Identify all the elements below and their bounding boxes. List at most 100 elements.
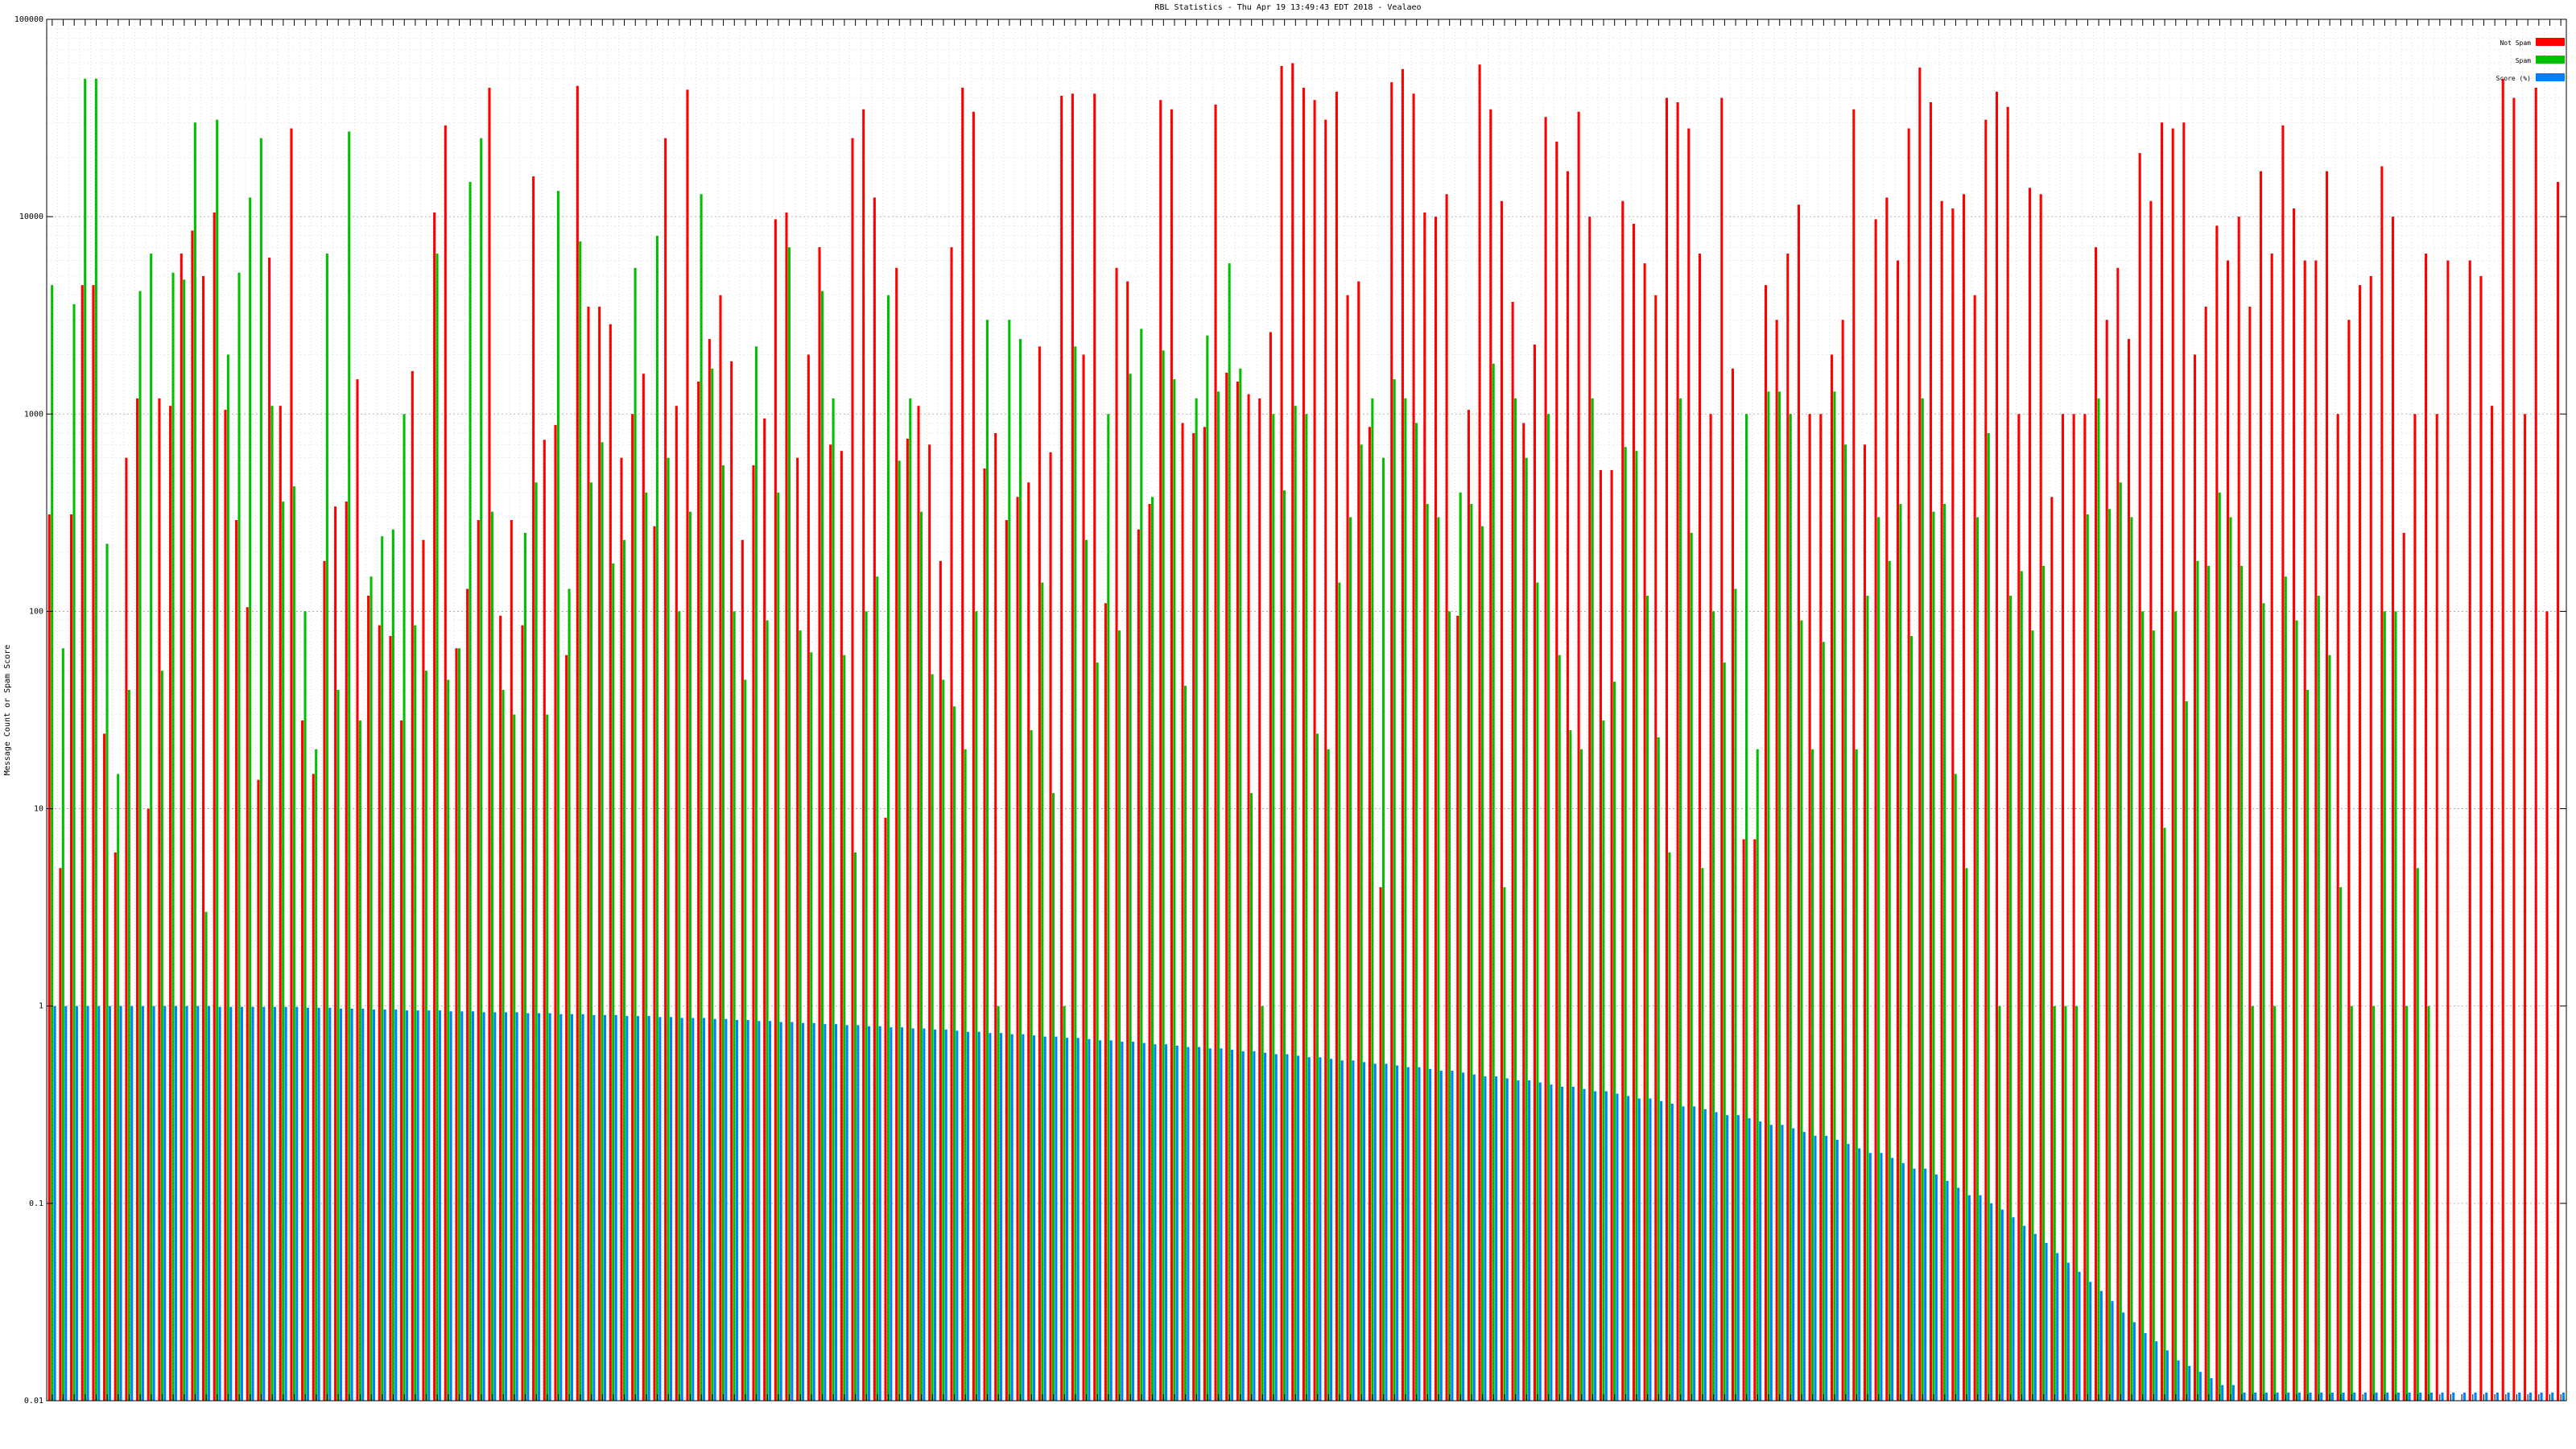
bar-spam	[1558, 654, 1561, 1401]
bar-spam	[2427, 1005, 2430, 1401]
bar-score	[394, 1009, 398, 1401]
bar-score	[658, 1017, 662, 1401]
bar-score	[262, 1006, 266, 1401]
bar-not-spam	[411, 370, 414, 1401]
bar-score	[1319, 1057, 1322, 1401]
bar-score	[2396, 1392, 2400, 1401]
bar-spam	[2020, 571, 2023, 1401]
bar-score	[2287, 1392, 2290, 1401]
bar-score	[196, 1005, 200, 1401]
bar-score	[1649, 1098, 1652, 1401]
bar-score	[2474, 1392, 2477, 1401]
bar-not-spam	[1852, 109, 1856, 1402]
bar-score	[1990, 1203, 1993, 1401]
bar-not-spam	[2413, 414, 2417, 1402]
bar-spam	[1393, 379, 1396, 1402]
bar-spam	[853, 852, 857, 1401]
bar-score	[812, 1022, 815, 1401]
bar-not-spam	[1115, 267, 1118, 1402]
bar-score	[1891, 1158, 1894, 1401]
bar-score	[2342, 1392, 2345, 1401]
bar-score	[2045, 1243, 2048, 1401]
bar-not-spam	[1478, 64, 1481, 1402]
bar-spam	[931, 674, 934, 1401]
bar-spam	[1305, 414, 1308, 1402]
bar-score	[768, 1021, 772, 1401]
bar-not-spam	[565, 654, 568, 1401]
bar-not-spam	[1181, 423, 1184, 1401]
bar-not-spam	[1676, 102, 1679, 1401]
bar-score	[350, 1008, 353, 1401]
bar-score	[1703, 1108, 1707, 1401]
bar-score	[64, 1005, 68, 1401]
bar-not-spam	[1082, 354, 1085, 1401]
bar-spam	[2031, 630, 2034, 1401]
bar-score	[1517, 1080, 1520, 1401]
bar-not-spam	[1786, 254, 1790, 1401]
bar-not-spam	[1533, 344, 1536, 1401]
bar-score	[1901, 1162, 1905, 1401]
bar-spam	[655, 235, 658, 1401]
bar-not-spam	[422, 539, 425, 1401]
bar-not-spam	[2006, 106, 2009, 1401]
bar-spam	[84, 78, 87, 1401]
bar-not-spam	[1643, 263, 1646, 1402]
bar-not-spam	[1489, 109, 1492, 1402]
bar-score	[1352, 1060, 1355, 1401]
bar-score	[240, 1006, 243, 1401]
bar-not-spam	[1555, 141, 1558, 1402]
bar-spam	[51, 285, 54, 1402]
bar-score	[1340, 1060, 1344, 1401]
bar-spam	[2075, 1005, 2079, 1401]
bar-not-spam	[1104, 603, 1107, 1401]
bar-not-spam	[1588, 217, 1591, 1402]
bar-spam	[1206, 335, 1209, 1402]
bar-score	[1528, 1080, 1531, 1401]
bar-score	[328, 1007, 332, 1401]
bar-not-spam	[1192, 433, 1195, 1402]
bar-not-spam	[895, 267, 898, 1402]
bar-spam	[1459, 492, 1462, 1401]
bar-spam	[556, 191, 559, 1401]
bar-score	[1451, 1071, 1454, 1401]
bar-not-spam	[664, 138, 667, 1402]
bar-not-spam	[1214, 104, 1217, 1401]
bar-score	[2363, 1392, 2367, 1401]
bar-not-spam	[477, 520, 480, 1402]
legend-swatch	[2536, 38, 2565, 46]
bar-score	[1154, 1044, 1157, 1401]
bar-spam	[1470, 504, 1473, 1401]
bar-spam	[523, 532, 526, 1401]
bar-score	[273, 1006, 276, 1401]
bar-score	[2210, 1378, 2213, 1401]
bar-spam	[2295, 620, 2298, 1401]
y-tick-label: 10000	[19, 213, 43, 221]
bar-score	[86, 1005, 89, 1401]
bar-not-spam	[697, 381, 700, 1401]
bar-not-spam	[246, 607, 249, 1401]
bar-spam	[1756, 749, 1759, 1401]
bar-not-spam	[1434, 217, 1437, 1402]
bar-score	[2297, 1392, 2301, 1401]
bar-spam	[160, 671, 163, 1401]
bar-score	[1396, 1065, 1399, 1401]
bar-not-spam	[873, 197, 876, 1401]
bar-score	[2485, 1392, 2488, 1401]
bar-not-spam	[1060, 95, 1063, 1402]
bar-spam	[402, 414, 406, 1402]
bar-spam	[2207, 565, 2211, 1401]
bar-score	[1076, 1038, 1080, 1401]
bar-spam	[1591, 398, 1594, 1401]
bar-score	[2078, 1271, 2081, 1401]
bar-spam	[1888, 560, 1891, 1401]
bar-score	[1220, 1048, 1223, 1401]
bar-not-spam	[1401, 68, 1404, 1402]
y-axis: 0.01 0.1 1 10 100 1000 10000 100000	[14, 15, 2566, 1406]
bar-spam	[2416, 868, 2419, 1401]
bar-score	[647, 1016, 650, 1401]
bar-score	[900, 1027, 904, 1401]
bar-spam	[1965, 868, 1968, 1401]
bar-score	[1571, 1086, 1575, 1401]
bar-not-spam	[92, 285, 95, 1402]
bar-not-spam	[1170, 109, 1173, 1402]
